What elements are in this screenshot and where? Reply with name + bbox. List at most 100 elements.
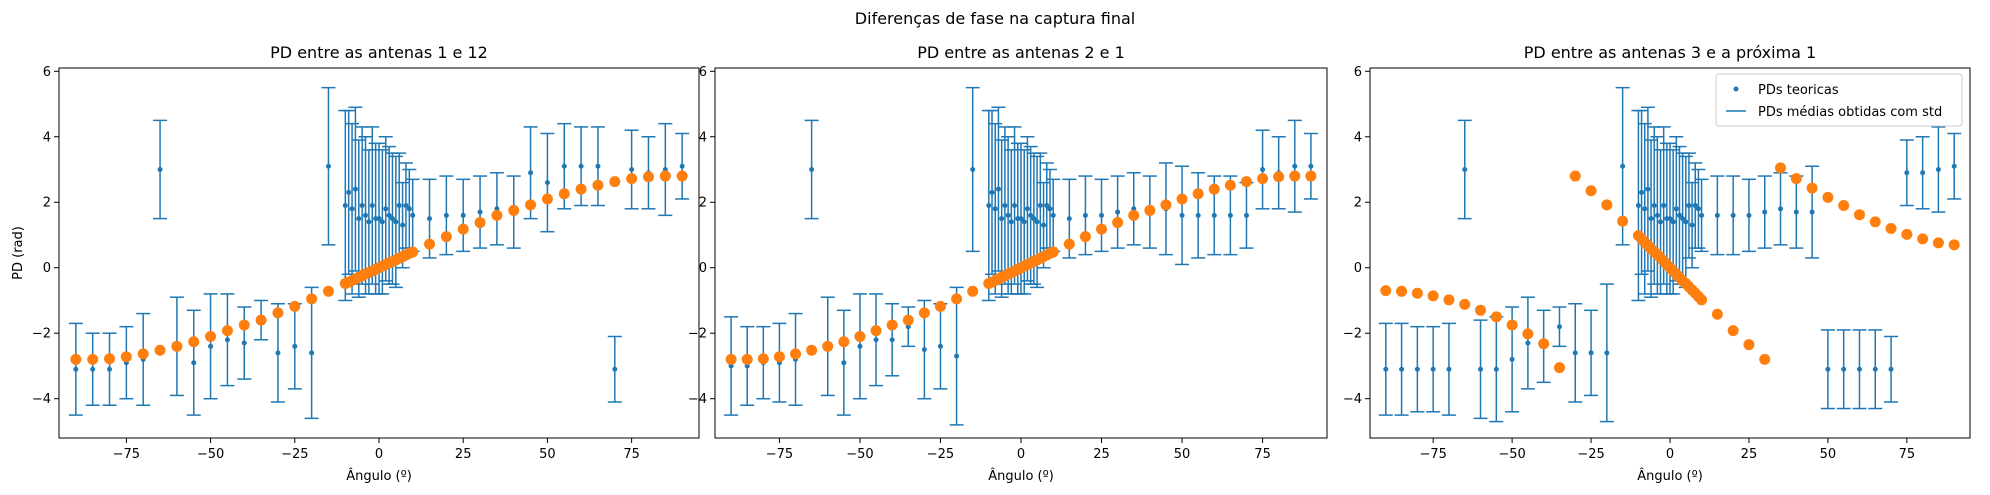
theory-point: [1901, 228, 1913, 240]
mean-marker: [1673, 206, 1679, 212]
y-axis-label: PD (rad): [11, 226, 26, 280]
errorbar: [1239, 181, 1254, 249]
theory-point: [1538, 338, 1550, 350]
x-tick-label: 25: [455, 447, 472, 462]
theory-point: [1853, 209, 1865, 221]
mean-marker: [1066, 216, 1072, 222]
errorbar: [365, 126, 380, 285]
errorbar: [1741, 178, 1756, 253]
mean-marker: [995, 186, 1001, 192]
mean-marker: [352, 186, 358, 192]
errorbar: [456, 178, 471, 253]
mean-marker: [1044, 203, 1050, 209]
theory-point: [1711, 308, 1723, 320]
x-tick-label: 25: [1741, 447, 1758, 462]
mean-marker: [73, 366, 79, 372]
theory-point: [1885, 222, 1897, 234]
errorbar: [1191, 172, 1206, 259]
mean-marker: [1841, 366, 1847, 372]
mean-marker: [346, 189, 352, 195]
mean-marker: [1699, 212, 1705, 218]
mean-marker: [1920, 170, 1926, 176]
theory-point: [1459, 298, 1471, 310]
mean-marker: [1730, 212, 1736, 218]
errorbar: [740, 325, 755, 407]
x-tick-label: −25: [927, 447, 954, 462]
errorbar: [1110, 175, 1125, 249]
mean-marker: [1047, 206, 1053, 212]
theory-point: [773, 351, 785, 363]
theory-point: [918, 307, 930, 319]
mean-marker: [1462, 167, 1468, 173]
theory-point: [104, 353, 116, 365]
mean-marker: [544, 180, 550, 186]
theory-point: [1427, 290, 1439, 302]
theory-point: [1047, 246, 1059, 258]
theory-point: [1759, 353, 1771, 365]
x-tick-label: −75: [113, 447, 140, 462]
errorbar: [675, 132, 690, 200]
subplot-3: PD entre as antenas 3 e a próxima 1 −75 −5…: [1343, 43, 1971, 484]
mean-marker: [224, 337, 230, 343]
mean-marker: [349, 206, 355, 212]
errorbar: [341, 109, 356, 276]
errorbar: [1078, 175, 1093, 256]
mean-marker: [1308, 163, 1314, 169]
theory-point: [1305, 170, 1317, 182]
theory-point: [757, 353, 769, 365]
theory-point: [886, 319, 898, 331]
theory-point: [272, 307, 284, 319]
y-tick-label: −2: [1343, 327, 1362, 342]
y-tick-label: −2: [32, 327, 51, 342]
theory-point: [1160, 199, 1172, 211]
theory-point: [626, 173, 638, 185]
errorbar: [321, 86, 336, 246]
plot-area: [1378, 86, 1962, 423]
point-series: [1380, 162, 1960, 374]
theory-point: [659, 170, 671, 182]
mean-marker: [889, 337, 895, 343]
mean-marker: [989, 189, 995, 195]
errorbar: [1634, 109, 1649, 276]
mean-marker: [410, 212, 416, 218]
errorbar: [439, 175, 454, 256]
x-tick-label: 25: [1093, 447, 1110, 462]
errorbar: [885, 303, 900, 377]
mean-marker: [1509, 356, 1515, 362]
errorbar: [1378, 322, 1393, 416]
errorbar: [1094, 178, 1109, 253]
errorbar: [153, 119, 168, 220]
theory-point: [1112, 217, 1124, 229]
mean-marker: [1856, 366, 1862, 372]
errorbar: [102, 332, 117, 407]
mean-marker: [1762, 209, 1768, 215]
mean-marker: [1588, 350, 1594, 356]
errorbar: [1287, 119, 1302, 213]
mean-marker: [342, 203, 348, 209]
errorbar: [1644, 139, 1659, 298]
errorbar: [1441, 322, 1456, 416]
subplot-1: PD entre as antenas 1 e 12 −75 −50 −25 0 25 50…: [11, 43, 700, 484]
theory-point: [967, 285, 979, 297]
mean-marker: [841, 360, 847, 366]
mean-marker: [356, 216, 362, 222]
theory-point: [790, 348, 802, 360]
errorbar: [1552, 306, 1567, 348]
mean-marker: [561, 163, 567, 169]
errorbar: [348, 106, 363, 272]
errorbar: [724, 316, 739, 416]
errorbar: [836, 309, 851, 416]
theory-point: [255, 314, 267, 326]
errorbar: [1255, 129, 1270, 210]
mean-marker: [403, 203, 409, 209]
theory-point: [1411, 287, 1423, 299]
mean-marker: [325, 163, 331, 169]
errorbar: [270, 303, 285, 403]
mean-marker: [1793, 209, 1799, 215]
mean-marker: [1179, 212, 1185, 218]
errorbar: [590, 126, 605, 207]
y-tick-label: 0: [699, 261, 707, 276]
mean-marker: [1651, 203, 1657, 209]
theory-point: [1869, 216, 1881, 228]
theory-point: [592, 179, 604, 191]
